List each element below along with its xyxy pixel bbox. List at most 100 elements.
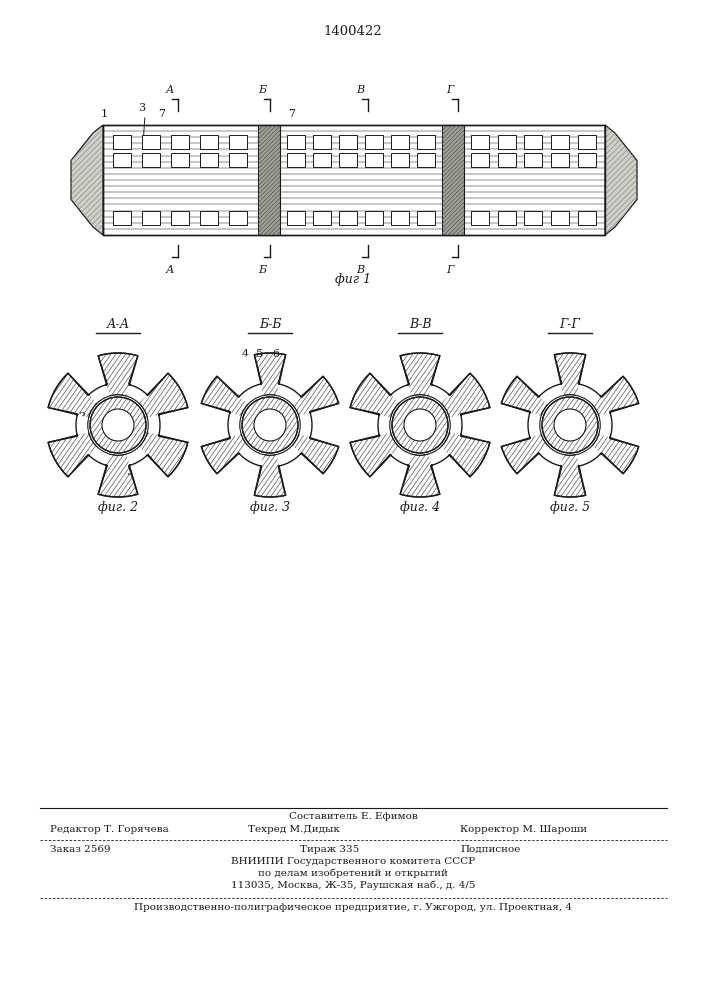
Polygon shape	[442, 125, 464, 235]
Text: 2: 2	[78, 412, 85, 422]
Text: Подписное: Подписное	[460, 845, 520, 854]
Circle shape	[240, 395, 300, 455]
Polygon shape	[270, 425, 324, 496]
Polygon shape	[420, 425, 471, 495]
Polygon shape	[118, 355, 169, 425]
Text: Тираж 335: Тираж 335	[300, 845, 359, 854]
Circle shape	[88, 395, 148, 455]
Bar	[391, 211, 409, 225]
Text: Б: Б	[258, 265, 266, 275]
Polygon shape	[442, 125, 464, 235]
Polygon shape	[605, 125, 637, 235]
Polygon shape	[347, 407, 420, 443]
Text: фиг. 2: фиг. 2	[98, 501, 138, 514]
Bar	[172, 135, 189, 149]
Circle shape	[542, 397, 598, 453]
Polygon shape	[420, 407, 493, 443]
Circle shape	[102, 409, 134, 441]
Bar	[472, 153, 489, 167]
Text: 7: 7	[158, 109, 165, 119]
Polygon shape	[501, 353, 638, 497]
Bar	[339, 135, 357, 149]
Polygon shape	[242, 397, 298, 453]
Text: В: В	[356, 265, 364, 275]
Text: 7: 7	[288, 109, 295, 119]
Bar	[578, 153, 596, 167]
Polygon shape	[67, 425, 118, 495]
Text: В-В: В-В	[409, 318, 431, 331]
Bar	[498, 153, 516, 167]
Bar	[201, 135, 218, 149]
Text: Техред М.Дидык: Техред М.Дидык	[248, 825, 340, 834]
Bar	[114, 153, 132, 167]
Polygon shape	[71, 125, 103, 235]
Bar	[365, 135, 383, 149]
Bar	[339, 211, 357, 225]
Bar	[201, 153, 218, 167]
Bar	[391, 135, 409, 149]
Polygon shape	[369, 355, 420, 425]
Polygon shape	[570, 354, 624, 425]
Text: фиг. 5: фиг. 5	[550, 501, 590, 514]
Text: Заказ 2569: Заказ 2569	[50, 845, 110, 854]
Polygon shape	[270, 403, 343, 447]
Text: Г: Г	[446, 265, 453, 275]
Polygon shape	[350, 353, 490, 497]
Bar	[417, 135, 435, 149]
Bar	[287, 211, 305, 225]
Circle shape	[242, 397, 298, 453]
Bar	[498, 211, 516, 225]
Bar	[365, 153, 383, 167]
Bar	[201, 211, 218, 225]
Text: 3: 3	[126, 467, 133, 477]
Circle shape	[390, 395, 450, 455]
Polygon shape	[197, 403, 270, 447]
Text: А: А	[166, 85, 175, 95]
Bar	[472, 211, 489, 225]
Circle shape	[392, 397, 448, 453]
Bar	[417, 211, 435, 225]
Text: 5: 5	[256, 349, 263, 359]
Circle shape	[240, 395, 300, 455]
Circle shape	[88, 395, 148, 455]
Text: Б-Б: Б-Б	[259, 318, 281, 331]
Polygon shape	[216, 354, 270, 425]
Text: Составитель Е. Ефимов: Составитель Е. Ефимов	[288, 812, 417, 821]
Text: 1: 1	[56, 429, 63, 439]
Text: фиг 1: фиг 1	[335, 273, 371, 286]
Polygon shape	[67, 355, 118, 425]
Polygon shape	[258, 125, 280, 235]
Bar	[114, 135, 132, 149]
Text: Редактор Т. Горячева: Редактор Т. Горячева	[50, 825, 169, 834]
Circle shape	[539, 395, 600, 455]
Polygon shape	[258, 125, 280, 235]
Polygon shape	[118, 407, 191, 443]
Bar	[143, 153, 160, 167]
Bar	[551, 211, 569, 225]
Polygon shape	[570, 425, 624, 496]
Text: Г-Г: Г-Г	[560, 318, 580, 331]
Text: Г: Г	[446, 85, 453, 95]
Bar	[578, 135, 596, 149]
Circle shape	[554, 409, 586, 441]
Bar	[172, 211, 189, 225]
Polygon shape	[570, 403, 643, 447]
Circle shape	[540, 395, 600, 455]
Bar	[287, 135, 305, 149]
Bar	[287, 153, 305, 167]
Bar	[230, 211, 247, 225]
Text: по делам изобретений и открытий: по делам изобретений и открытий	[258, 868, 448, 878]
Text: 4: 4	[242, 349, 249, 359]
Polygon shape	[270, 354, 324, 425]
Text: А: А	[166, 265, 175, 275]
Bar	[472, 135, 489, 149]
Polygon shape	[497, 403, 570, 447]
Bar	[339, 153, 357, 167]
Bar	[313, 153, 331, 167]
Bar	[365, 211, 383, 225]
Bar	[143, 135, 160, 149]
Bar	[313, 211, 331, 225]
Bar	[551, 153, 569, 167]
Bar	[498, 135, 516, 149]
Text: 1400422: 1400422	[324, 25, 382, 38]
